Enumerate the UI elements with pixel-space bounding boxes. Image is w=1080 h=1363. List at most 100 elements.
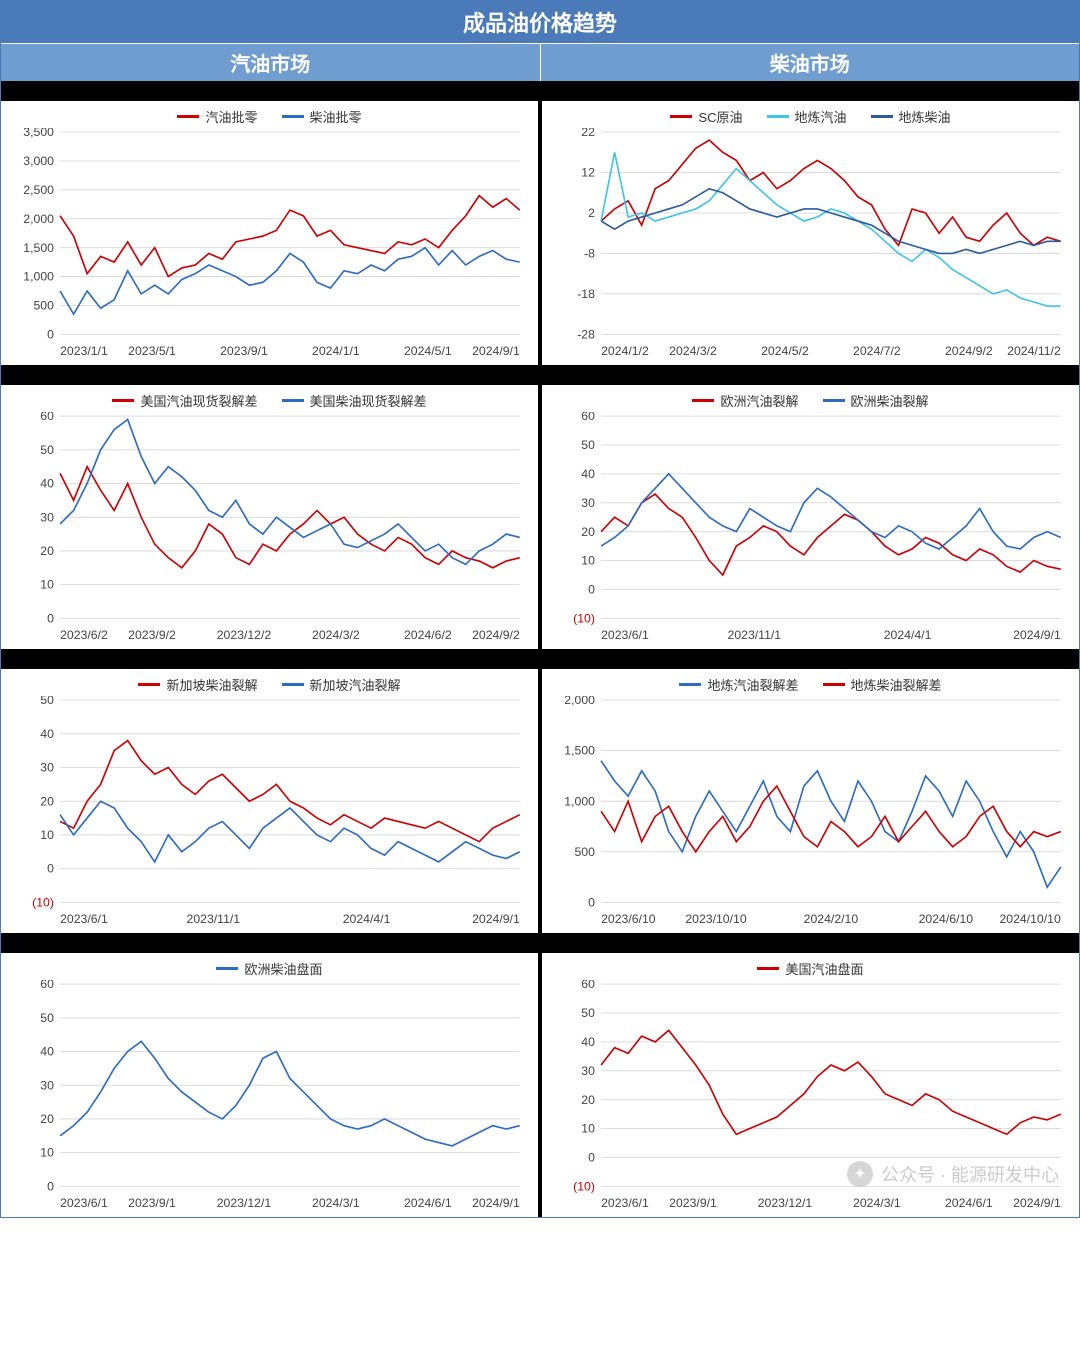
legend-swatch xyxy=(767,115,789,118)
svg-text:2023/12/2: 2023/12/2 xyxy=(217,628,272,642)
legend-swatch xyxy=(282,399,304,402)
legend-swatch xyxy=(216,967,238,970)
svg-text:20: 20 xyxy=(40,544,54,558)
chart-plot: (10)010203040502023/6/12023/11/12024/4/1… xyxy=(9,696,530,931)
subtitle-left: 汽油市场 xyxy=(1,44,541,81)
page-container: 成品油价格趋势 汽油市场 柴油市场 汽油批零柴油批零05001,0001,500… xyxy=(0,0,1080,1218)
svg-text:2023/9/1: 2023/9/1 xyxy=(669,1196,717,1210)
legend-item: 新加坡汽油裂解 xyxy=(282,675,401,694)
chart-legend: 地炼汽油裂解差 地炼柴油裂解差 xyxy=(550,675,1071,694)
svg-text:10: 10 xyxy=(40,828,54,842)
svg-text:-8: -8 xyxy=(584,247,595,261)
svg-text:2024/6/10: 2024/6/10 xyxy=(919,912,974,926)
chart-svg: (10)01020304050602023/6/12023/11/12024/4… xyxy=(550,412,1071,647)
chart-row-2: 美国汽油现货裂解差美国柴油现货裂解差01020304050602023/6/22… xyxy=(1,385,1079,649)
chart-legend: 欧洲汽油裂解欧洲柴油裂解 xyxy=(550,391,1071,410)
svg-text:2024/5/1: 2024/5/1 xyxy=(404,344,452,358)
svg-text:0: 0 xyxy=(47,611,54,625)
svg-text:0: 0 xyxy=(588,1150,595,1164)
legend-item: 欧洲柴油盘面 xyxy=(216,959,322,978)
chart-svg: (10)010203040502023/6/12023/11/12024/4/1… xyxy=(9,696,530,931)
svg-text:3,500: 3,500 xyxy=(23,128,54,139)
svg-text:2: 2 xyxy=(588,206,595,220)
svg-text:2023/11/1: 2023/11/1 xyxy=(728,628,782,642)
svg-text:10: 10 xyxy=(40,1146,54,1160)
svg-text:2023/6/1: 2023/6/1 xyxy=(60,1196,108,1210)
legend-item: SC原油 xyxy=(670,107,742,126)
svg-text:20: 20 xyxy=(40,794,54,808)
svg-text:2,000: 2,000 xyxy=(23,212,54,226)
chart-legend: SC原油 地炼汽油 地炼柴油 xyxy=(550,107,1071,126)
chart-legend: 汽油批零柴油批零 xyxy=(9,107,530,126)
svg-text:2024/3/2: 2024/3/2 xyxy=(312,628,360,642)
legend-label: SC原油 xyxy=(698,107,742,126)
svg-text:30: 30 xyxy=(581,496,595,510)
svg-text:2023/6/10: 2023/6/10 xyxy=(601,912,656,926)
svg-text:0: 0 xyxy=(47,1179,54,1193)
svg-text:2024/4/1: 2024/4/1 xyxy=(343,912,391,926)
legend-item: 地炼汽油裂解差 xyxy=(679,675,798,694)
svg-text:2024/11/2: 2024/11/2 xyxy=(1007,344,1061,358)
legend-swatch xyxy=(679,683,701,686)
svg-text:2,000: 2,000 xyxy=(564,696,595,707)
svg-text:2023/12/1: 2023/12/1 xyxy=(758,1196,813,1210)
svg-text:(10): (10) xyxy=(32,895,54,909)
svg-text:30: 30 xyxy=(40,1078,54,1092)
chart-svg: 01020304050602023/6/22023/9/22023/12/220… xyxy=(9,412,530,647)
svg-text:20: 20 xyxy=(40,1112,54,1126)
legend-item: 新加坡柴油裂解 xyxy=(138,675,257,694)
svg-text:22: 22 xyxy=(581,128,595,139)
legend-swatch xyxy=(138,683,160,686)
svg-text:2024/7/2: 2024/7/2 xyxy=(853,344,901,358)
legend-label: 欧洲柴油盘面 xyxy=(244,959,322,978)
chart-svg: 01020304050602023/6/12023/9/12023/12/120… xyxy=(9,980,530,1215)
svg-text:-28: -28 xyxy=(577,327,595,341)
series-line xyxy=(60,740,520,841)
legend-item: 美国汽油盘面 xyxy=(757,959,863,978)
svg-text:2024/6/1: 2024/6/1 xyxy=(945,1196,993,1210)
svg-text:2024/3/1: 2024/3/1 xyxy=(312,1196,360,1210)
svg-text:10: 10 xyxy=(40,578,54,592)
svg-text:2024/3/2: 2024/3/2 xyxy=(669,344,717,358)
svg-text:500: 500 xyxy=(575,845,596,859)
svg-text:20: 20 xyxy=(581,525,595,539)
legend-label: 美国柴油现货裂解差 xyxy=(310,391,427,410)
svg-text:2023/6/1: 2023/6/1 xyxy=(601,1196,649,1210)
wechat-icon: ✦ xyxy=(847,1161,873,1187)
svg-text:(10): (10) xyxy=(573,1179,595,1193)
svg-text:2023/6/1: 2023/6/1 xyxy=(601,628,649,642)
svg-text:2024/1/2: 2024/1/2 xyxy=(601,344,649,358)
svg-text:30: 30 xyxy=(40,760,54,774)
chart-c5: 新加坡柴油裂解新加坡汽油裂解(10)010203040502023/6/1202… xyxy=(1,669,542,933)
legend-item: 欧洲柴油裂解 xyxy=(823,391,929,410)
chart-plot: 01020304050602023/6/12023/9/12023/12/120… xyxy=(9,980,530,1215)
legend-swatch xyxy=(177,115,199,118)
chart-row-1: 汽油批零柴油批零05001,0001,5002,0002,5003,0003,5… xyxy=(1,101,1079,365)
svg-text:12: 12 xyxy=(581,166,595,180)
legend-label: 汽油批零 xyxy=(205,107,257,126)
svg-text:2,500: 2,500 xyxy=(23,183,54,197)
svg-text:2024/9/1: 2024/9/1 xyxy=(472,344,520,358)
chart-legend: 欧洲柴油盘面 xyxy=(9,959,530,978)
legend-swatch xyxy=(282,115,304,118)
legend-label: 地炼汽油裂解差 xyxy=(707,675,798,694)
legend-label: 地炼柴油 xyxy=(899,107,951,126)
svg-text:2023/9/2: 2023/9/2 xyxy=(128,628,176,642)
svg-text:20: 20 xyxy=(581,1093,595,1107)
chart-row-4: 欧洲柴油盘面01020304050602023/6/12023/9/12023/… xyxy=(1,953,1079,1217)
svg-text:60: 60 xyxy=(581,980,595,991)
legend-label: 地炼汽油 xyxy=(795,107,847,126)
legend-label: 美国汽油现货裂解差 xyxy=(140,391,257,410)
svg-text:40: 40 xyxy=(581,467,595,481)
svg-text:1,000: 1,000 xyxy=(564,794,595,808)
svg-text:(10): (10) xyxy=(573,611,595,625)
svg-text:1,500: 1,500 xyxy=(564,744,595,758)
svg-text:2023/6/1: 2023/6/1 xyxy=(60,912,108,926)
legend-label: 新加坡汽油裂解 xyxy=(310,675,401,694)
svg-text:2024/9/1: 2024/9/1 xyxy=(472,1196,520,1210)
svg-text:2024/4/1: 2024/4/1 xyxy=(884,628,932,642)
legend-item: 地炼柴油裂解差 xyxy=(823,675,942,694)
series-line xyxy=(601,474,1061,549)
separator xyxy=(1,81,1079,101)
svg-text:0: 0 xyxy=(47,327,54,341)
